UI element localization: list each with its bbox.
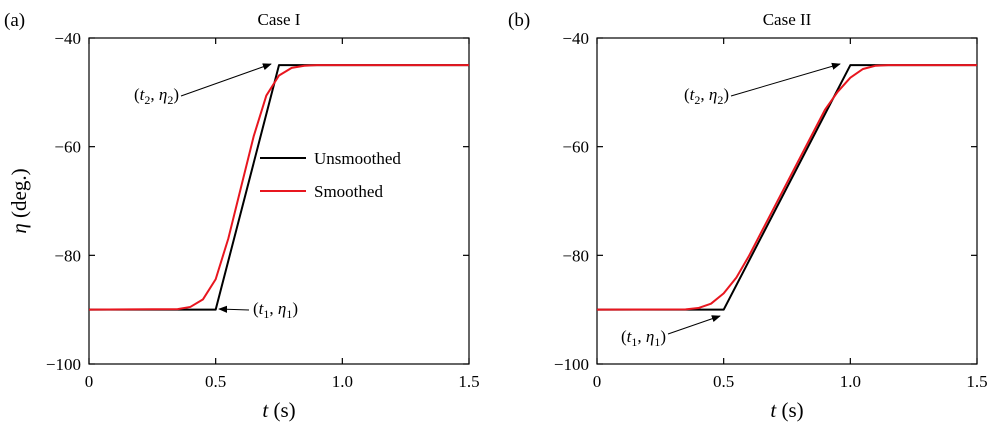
panel-label-a: (a) [4, 10, 25, 31]
plot-frame-a [88, 37, 470, 365]
x-axis-title-b: t (s) [770, 398, 803, 422]
legend-label-unsmoothed: Unsmoothed [314, 149, 401, 168]
y-tick-label-b: −80 [562, 246, 589, 265]
panel-label-b: (b) [508, 10, 530, 31]
series-smoothed-line-b [596, 64, 977, 311]
plot-frame-b [596, 37, 978, 365]
panel-title-b: Case II [763, 10, 812, 29]
legend-label-smoothed: Smoothed [314, 182, 383, 201]
annotation-arrow-b-1 [667, 315, 721, 335]
legend: Unsmoothed Smoothed [260, 149, 401, 201]
x-tick-label-b: 0 [593, 372, 602, 391]
annotation-b-1: (t1, η1) [621, 327, 666, 349]
panel-a: (a) Case I 0 0.5 1.0 1.5 −100 −80 −60 −40 t (s) η (… [4, 10, 480, 422]
series-unsmoothed-line-b [597, 64, 977, 311]
y-axis-title-a: η (deg.) [7, 168, 31, 233]
y-tick-label-a: −80 [54, 246, 81, 265]
panel-b: (b) Case II 0 0.5 1.0 1.5 −100 −80 −60 −40 t (s) (t… [508, 10, 988, 422]
x-tick-label-b: 1.5 [966, 372, 987, 391]
y-tick-label-a: −100 [46, 355, 81, 374]
annotation-arrow-b-0 [730, 62, 841, 97]
annotation-a-0: (t2, η2) [134, 85, 179, 107]
y-tick-label-a: −40 [54, 29, 81, 48]
x-tick-label-b: 0.5 [713, 372, 734, 391]
y-tick-label-b: −60 [562, 138, 589, 157]
x-tick-label-b: 1.0 [840, 372, 861, 391]
panel-title-a: Case I [258, 10, 301, 29]
y-tick-label-b: −100 [554, 355, 589, 374]
x-axis-title-a: t (s) [262, 398, 295, 422]
x-tick-label-a: 0.5 [205, 372, 226, 391]
y-tick-label-b: −40 [562, 29, 589, 48]
annotation-arrow-a-0 [180, 63, 272, 97]
x-tick-label-a: 1.0 [332, 372, 353, 391]
annotation-b-0: (t2, η2) [684, 85, 729, 107]
x-tick-label-a: 0 [85, 372, 94, 391]
annotation-arrow-a-1 [218, 305, 250, 313]
y-tick-label-a: −60 [54, 138, 81, 157]
annotation-a-1: (t1, η1) [253, 299, 298, 321]
x-tick-label-a: 1.5 [458, 372, 479, 391]
series-smoothed-line-a [88, 64, 469, 311]
